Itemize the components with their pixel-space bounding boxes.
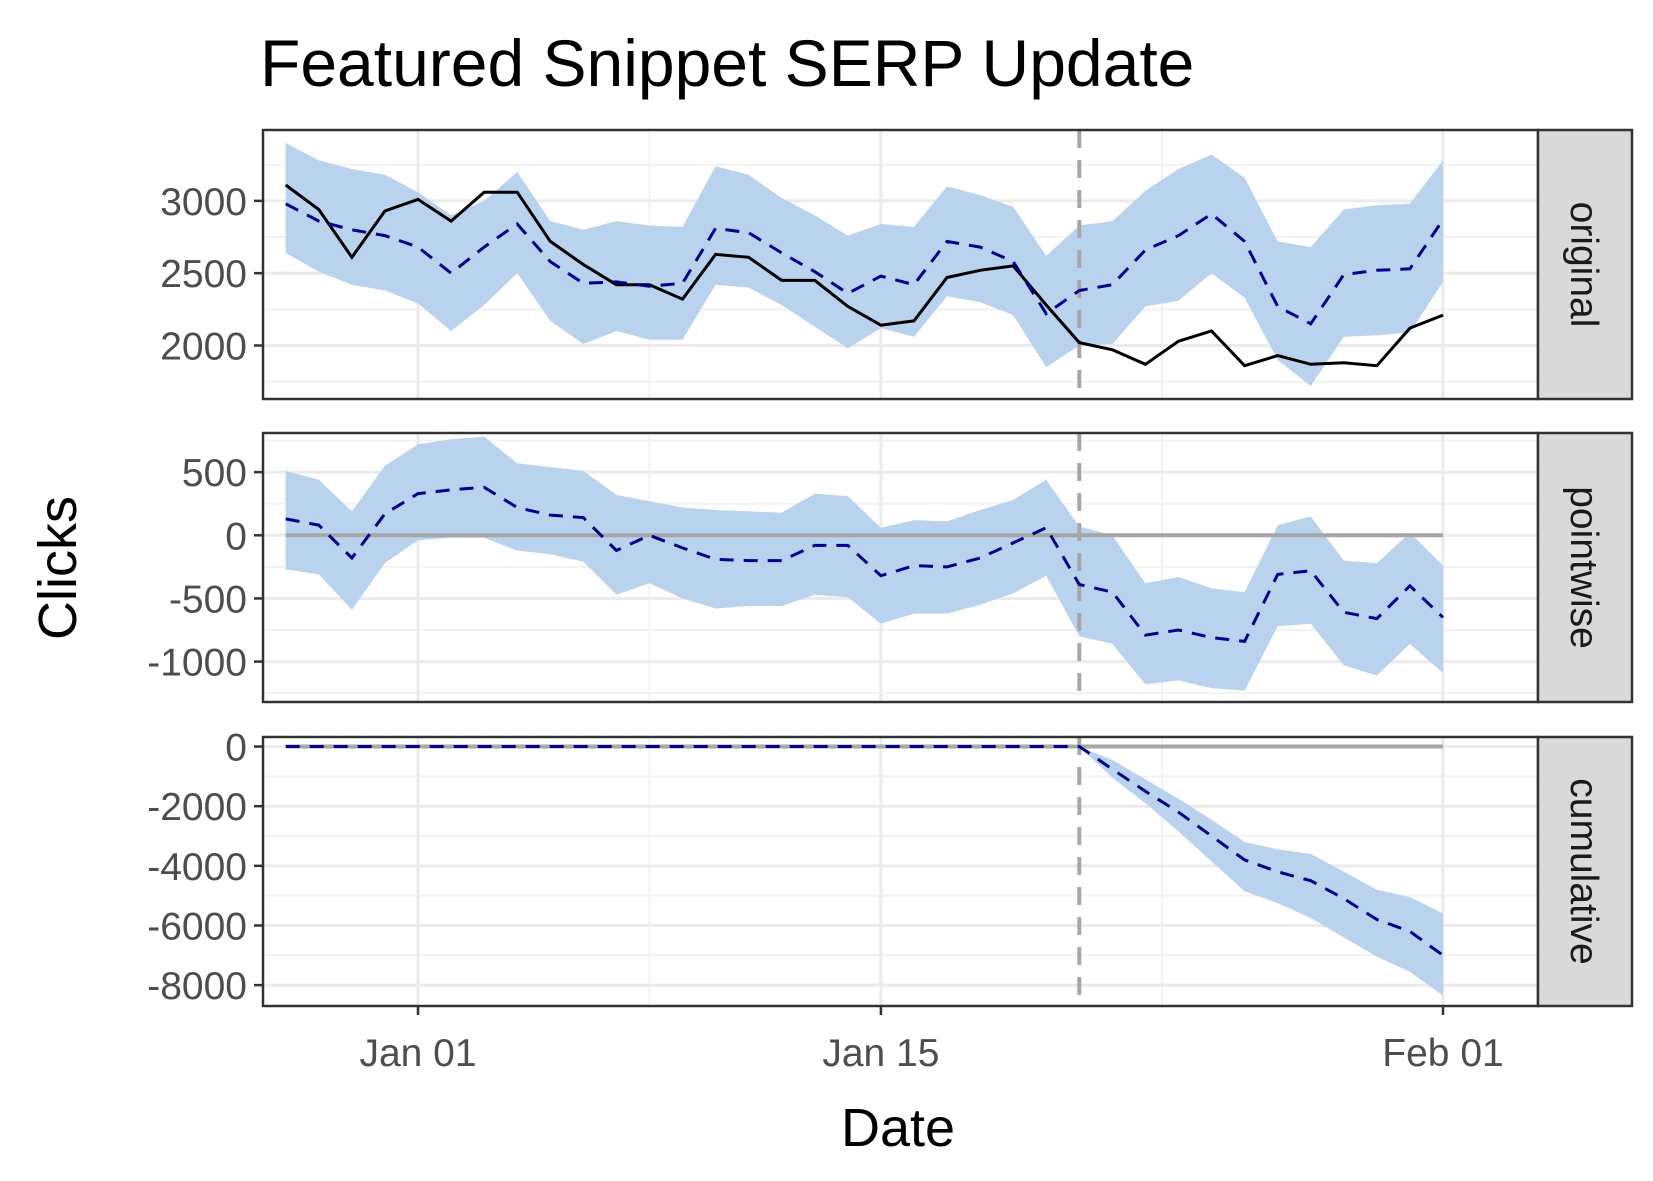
y-tick-label: -6000 — [147, 905, 247, 948]
y-tick-label: 2000 — [160, 325, 247, 368]
confidence-ribbon — [285, 143, 1444, 386]
facet-strip — [1536, 128, 1634, 401]
y-tick-label: -500 — [169, 578, 247, 621]
y-tick-label: 3000 — [160, 181, 247, 224]
confidence-ribbon — [285, 746, 1444, 996]
facet-strip — [1536, 735, 1634, 1008]
facet-strip-label: pointwise — [1562, 486, 1605, 649]
facet-strip-label: original — [1562, 202, 1605, 328]
panel-pointwise: -1000 -500 0 500 pointwise — [147, 431, 1634, 704]
chart-title: Featured Snippet SERP Update — [260, 26, 1194, 100]
y-tick-label: -4000 — [147, 846, 247, 889]
effect-line — [285, 485, 1445, 644]
x-axis: Jan 01 Jan 15 Feb 01 — [359, 1006, 1504, 1075]
confidence-ribbon — [285, 436, 1444, 691]
observed-line — [284, 183, 1444, 368]
y-tick-label: 0 — [225, 515, 247, 558]
y-tick-label: -1000 — [147, 642, 247, 685]
y-tick-label: 2500 — [160, 253, 247, 296]
x-tick-label: Jan 01 — [359, 1032, 476, 1075]
predicted-line — [285, 202, 1445, 326]
x-tick-label: Feb 01 — [1382, 1032, 1503, 1075]
panel-original: 2000 2500 3000 original — [160, 128, 1634, 401]
facet-strip-label: cumulative — [1562, 778, 1605, 964]
panel-cumulative: -8000 -6000 -4000 -2000 0 cumulative — [147, 727, 1634, 1008]
x-tick-label: Jan 15 — [822, 1032, 939, 1075]
y-tick-label: -8000 — [147, 965, 247, 1008]
y-axis-title: Clicks — [28, 496, 88, 640]
y-tick-label: -2000 — [147, 786, 247, 829]
y-tick-label: 500 — [182, 452, 247, 495]
y-tick-label: 0 — [225, 727, 247, 770]
x-axis-title: Date — [841, 1098, 955, 1158]
cumulative-effect-line — [285, 745, 1444, 957]
facet-strip — [1536, 431, 1634, 704]
panels: 2000 2500 3000 original -1000 -500 0 500 pointwi… — [147, 128, 1634, 1008]
